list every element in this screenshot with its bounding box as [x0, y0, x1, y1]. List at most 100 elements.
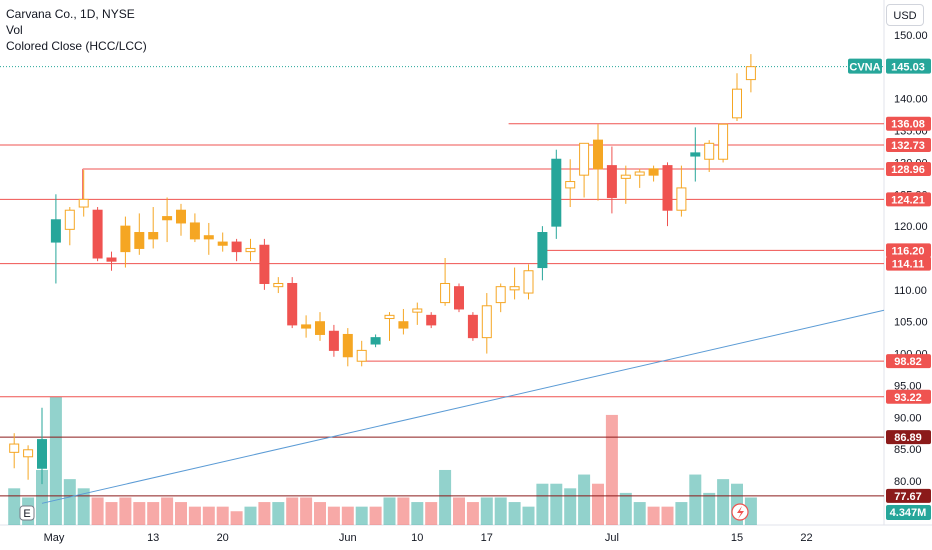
candle-body — [203, 235, 214, 240]
volume-bar — [147, 502, 160, 525]
candle-body — [342, 333, 353, 358]
level-price-label: 128.96 — [891, 164, 925, 176]
candle-body — [23, 449, 34, 458]
candle-body — [78, 198, 89, 208]
candle-body — [231, 241, 242, 253]
volume-bar — [272, 502, 285, 525]
volume-bar — [397, 497, 410, 525]
candle-body — [523, 270, 534, 294]
volume-bar — [63, 479, 76, 525]
volume-bar — [439, 469, 452, 525]
volume-bar — [327, 506, 340, 525]
candle-body — [593, 139, 603, 170]
volume-bar — [508, 502, 521, 525]
volume-bar — [592, 483, 604, 525]
legend-indicator: Colored Close (HCC/LCC) — [6, 39, 147, 53]
volume-bar — [175, 502, 187, 525]
volume-bar — [744, 497, 757, 525]
level-price-tag — [886, 192, 931, 207]
candle-body — [440, 282, 451, 304]
candle-body — [704, 142, 715, 160]
volume-bar — [494, 497, 507, 525]
price-tick-label: 140.00 — [894, 94, 928, 106]
candle-body — [370, 337, 381, 345]
volume-bar — [717, 479, 730, 525]
volume-bar — [466, 502, 479, 525]
candle-body — [328, 330, 339, 351]
time-tick-label: May — [44, 532, 65, 544]
lightning-icon — [737, 506, 744, 519]
candle-body — [454, 286, 464, 310]
candle-body — [189, 222, 200, 240]
volume-bar — [161, 497, 174, 525]
volume-bar — [300, 497, 313, 525]
volume-bar — [619, 492, 632, 525]
volume-bar — [480, 497, 493, 525]
last-price-tag — [886, 58, 931, 74]
level-price-label: 86.89 — [894, 432, 922, 444]
volume-bar — [216, 506, 229, 525]
candle-body — [162, 216, 173, 221]
candle-body — [217, 241, 228, 246]
level-price-label: 77.67 — [894, 491, 922, 503]
candle-body — [92, 209, 103, 259]
candle-body — [606, 165, 617, 198]
candle-body — [148, 232, 159, 240]
volume-bar — [661, 506, 674, 525]
level-price-tag — [886, 354, 931, 369]
time-tick-label: 10 — [411, 532, 423, 544]
time-tick-label: 13 — [147, 532, 159, 544]
price-tick-label: 105.00 — [894, 317, 928, 329]
candle-body — [176, 209, 186, 224]
candle-body — [745, 66, 756, 81]
time-tick-label: 22 — [800, 532, 812, 544]
level-price-label: 98.82 — [894, 356, 922, 368]
volume-bar — [355, 506, 368, 525]
candle-body — [287, 282, 298, 326]
earnings-marker-label: E — [23, 508, 30, 520]
candle-body — [37, 439, 47, 469]
candle-body — [398, 321, 409, 329]
volume-bar — [133, 502, 146, 525]
currency-button[interactable]: USD — [886, 4, 924, 26]
candle-body — [384, 314, 395, 320]
volume-bar — [689, 474, 702, 525]
chart-legend: Carvana Co., 1D, NYSE Vol Colored Close … — [6, 6, 147, 54]
candle-body — [634, 171, 645, 176]
volume-bar — [383, 497, 396, 525]
candle-body — [64, 209, 75, 230]
volume-bar — [647, 506, 660, 525]
volume-bar — [77, 488, 90, 525]
level-price-label: 93.22 — [894, 392, 922, 404]
level-price-label: 136.08 — [891, 119, 925, 131]
earnings-marker — [19, 505, 35, 521]
volume-bar — [188, 506, 201, 525]
volume-bar — [202, 506, 215, 525]
candle-body — [620, 174, 631, 179]
level-price-tag — [886, 243, 931, 258]
volume-bar — [536, 483, 549, 525]
candle-body — [273, 282, 284, 288]
volume-bar — [578, 474, 591, 525]
time-tick-label: 17 — [481, 532, 493, 544]
volume-bar — [105, 502, 118, 525]
volume-bar — [314, 502, 326, 525]
symbol-tag — [848, 58, 882, 74]
candle-body — [50, 219, 61, 243]
volume-bar — [91, 497, 104, 525]
level-price-label: 132.73 — [891, 140, 925, 152]
symbol-label: CVNA — [849, 62, 880, 74]
candle-body — [648, 168, 659, 176]
candle-body — [356, 349, 367, 362]
time-tick-label: 20 — [217, 532, 229, 544]
volume-bar — [369, 506, 382, 525]
level-price-tag — [886, 389, 931, 404]
candle-body — [120, 225, 131, 253]
candle-body — [495, 286, 506, 304]
volume-bar — [49, 396, 62, 525]
level-price-tag — [886, 162, 931, 177]
candle-body — [662, 165, 673, 211]
volume-bar — [703, 492, 716, 525]
volume-bar — [453, 497, 465, 525]
